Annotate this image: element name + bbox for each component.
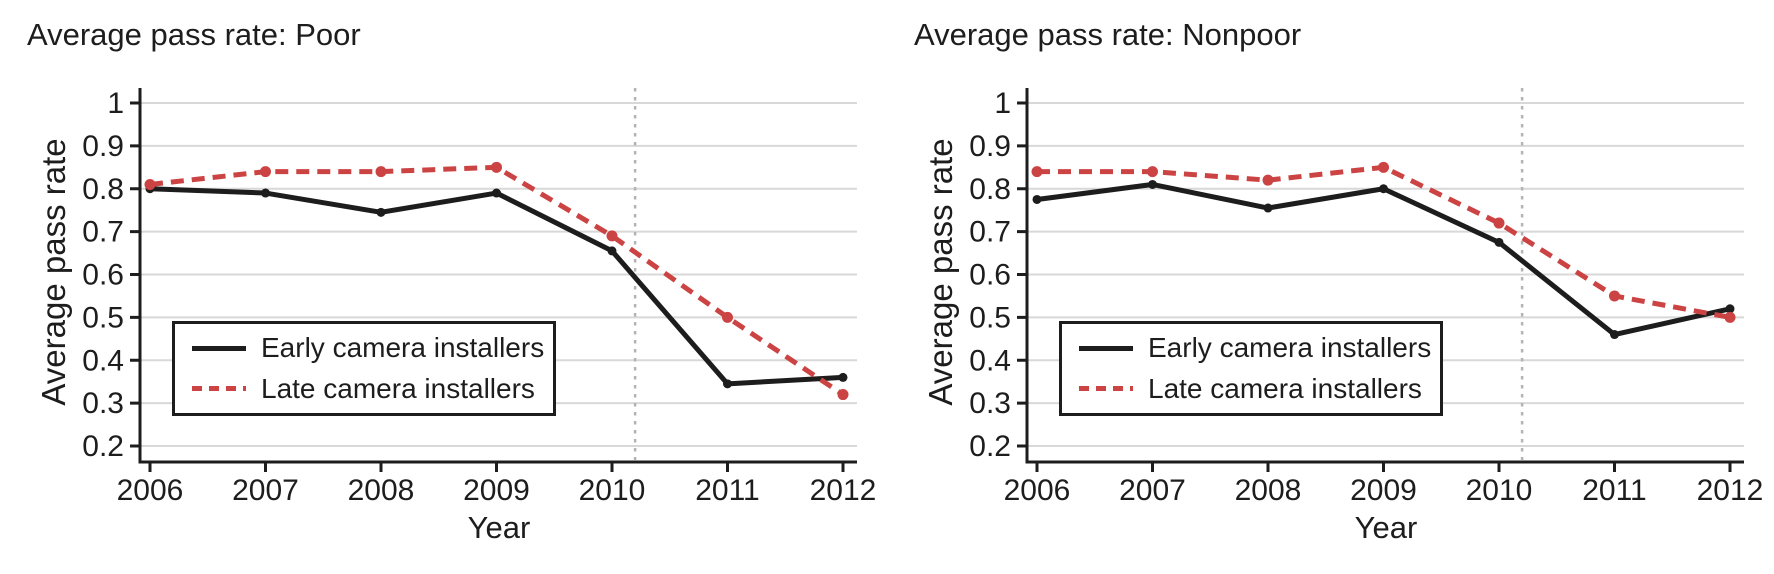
data-point bbox=[722, 311, 733, 323]
y-tick-label: 0.3 bbox=[969, 387, 1011, 420]
y-tick-label: 0.6 bbox=[82, 259, 124, 292]
y-tick-label: 0.4 bbox=[969, 344, 1011, 377]
data-point bbox=[375, 166, 387, 178]
x-tick-label: 2007 bbox=[232, 474, 299, 507]
y-tick-label: 0.7 bbox=[82, 216, 124, 249]
legend-dashed-line-sample bbox=[192, 386, 246, 392]
y-tick-label: 0.8 bbox=[82, 173, 124, 206]
data-point bbox=[1724, 311, 1736, 323]
data-point bbox=[1609, 290, 1620, 302]
legend-item-early: Early camera installers bbox=[1079, 332, 1440, 364]
legend-label: Early camera installers bbox=[261, 332, 545, 364]
data-point bbox=[1148, 179, 1157, 189]
data-point bbox=[260, 166, 271, 178]
x-tick-label: 2006 bbox=[117, 474, 184, 507]
y-tick-label: 0.4 bbox=[82, 344, 124, 377]
data-point bbox=[607, 246, 617, 256]
data-point bbox=[1147, 166, 1158, 178]
x-tick-label: 2011 bbox=[695, 474, 760, 507]
data-point bbox=[1725, 304, 1735, 314]
y-tick-label: 0.8 bbox=[969, 173, 1011, 206]
x-axis-label: Year bbox=[467, 510, 531, 545]
data-point bbox=[492, 188, 501, 198]
x-tick-label: 2012 bbox=[1697, 474, 1764, 507]
x-tick-label: 2011 bbox=[1582, 474, 1647, 507]
x-tick-label: 2008 bbox=[348, 474, 415, 507]
legend-dashed-line-sample bbox=[1079, 386, 1133, 392]
legend-label: Early camera installers bbox=[1148, 332, 1432, 364]
y-tick-label: 0.2 bbox=[82, 430, 124, 463]
x-tick-label: 2009 bbox=[1350, 474, 1417, 507]
x-tick-label: 2007 bbox=[1119, 474, 1186, 507]
data-point bbox=[606, 230, 618, 242]
y-axis-label: Average pass rate bbox=[35, 138, 72, 406]
legend: Early camera installers Late camera inst… bbox=[172, 321, 556, 416]
data-point bbox=[491, 161, 502, 173]
data-point bbox=[838, 372, 848, 382]
chart-panel-poor: 1 0.9 0.8 0.7 0.6 0.5 0.4 0.3 0.2 2006 2007 2008 200… bbox=[27, 17, 877, 545]
legend-solid-line-sample bbox=[192, 345, 246, 351]
x-tick-label: 2008 bbox=[1235, 474, 1302, 507]
x-tick-label: 2009 bbox=[463, 474, 530, 507]
y-tick-label: 0.5 bbox=[82, 301, 124, 334]
y-tick-label: 0.3 bbox=[82, 387, 124, 420]
plot-area: 1 0.9 0.8 0.7 0.6 0.5 0.4 0.3 0.2 2006 2007 2008 200… bbox=[969, 87, 1764, 507]
y-tick-label: 0.5 bbox=[969, 301, 1011, 334]
data-point bbox=[1031, 166, 1043, 178]
y-tick-label: 0.7 bbox=[969, 216, 1011, 249]
chart-title: Average pass rate: Nonpoor bbox=[914, 17, 1302, 52]
y-axis-label: Average pass rate bbox=[922, 138, 959, 406]
data-point bbox=[261, 188, 270, 198]
legend-item-late: Late camera installers bbox=[1079, 373, 1440, 405]
data-point bbox=[1378, 161, 1389, 173]
legend: Early camera installers Late camera inst… bbox=[1059, 321, 1443, 416]
data-point bbox=[1263, 203, 1273, 213]
data-point bbox=[1610, 330, 1619, 340]
data-point bbox=[144, 178, 156, 190]
y-tick-label: 1 bbox=[994, 87, 1011, 120]
legend-solid-line-sample bbox=[1079, 345, 1133, 351]
plot-area: 1 0.9 0.8 0.7 0.6 0.5 0.4 0.3 0.2 2006 2007 2008 200… bbox=[82, 87, 877, 507]
data-point bbox=[837, 389, 849, 401]
series-line-solid bbox=[1036, 181, 1731, 338]
y-tick-label: 0.9 bbox=[969, 130, 1011, 163]
y-tick-label: 1 bbox=[107, 87, 124, 120]
chart-title: Average pass rate: Poor bbox=[27, 17, 361, 52]
x-tick-label: 2012 bbox=[810, 474, 877, 507]
data-point bbox=[1032, 194, 1042, 204]
data-point bbox=[1379, 184, 1388, 194]
x-tick-label: 2010 bbox=[1466, 474, 1533, 507]
data-point bbox=[1493, 217, 1505, 229]
x-tick-label: 2010 bbox=[579, 474, 646, 507]
legend-item-early: Early camera installers bbox=[192, 332, 553, 364]
legend-item-late: Late camera installers bbox=[192, 373, 553, 405]
x-tick-label: 2006 bbox=[1004, 474, 1071, 507]
legend-label: Late camera installers bbox=[1148, 372, 1422, 404]
data-point bbox=[376, 207, 386, 217]
legend-label: Late camera installers bbox=[261, 372, 535, 404]
data-point bbox=[723, 379, 732, 389]
y-tick-label: 0.6 bbox=[969, 259, 1011, 292]
y-tick-label: 0.9 bbox=[82, 130, 124, 163]
x-axis-label: Year bbox=[1354, 510, 1418, 545]
chart-panel-nonpoor: 1 0.9 0.8 0.7 0.6 0.5 0.4 0.3 0.2 2006 2007 2008 200… bbox=[887, 0, 1774, 574]
y-tick-label: 0.2 bbox=[969, 430, 1011, 463]
data-point bbox=[1262, 174, 1274, 186]
data-point bbox=[1494, 237, 1504, 247]
